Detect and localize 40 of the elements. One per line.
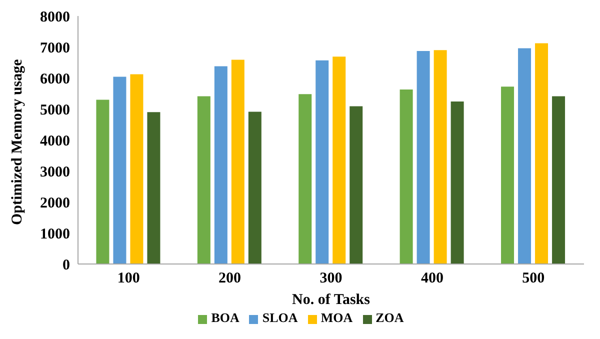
legend-label: MOA	[320, 310, 353, 325]
bar	[96, 100, 110, 264]
bar	[298, 94, 312, 264]
bar	[113, 76, 126, 264]
bar	[400, 89, 413, 264]
bar	[130, 74, 144, 264]
bar	[197, 96, 210, 264]
bar	[518, 48, 532, 264]
bar	[450, 102, 464, 264]
y-tick-label: 5000	[40, 102, 70, 118]
bar	[416, 51, 430, 264]
x-tick-label: 100	[117, 270, 140, 287]
legend-label: SLOA	[262, 310, 298, 325]
y-tick-label: 1000	[40, 226, 70, 242]
y-tick-label: 0	[62, 257, 70, 274]
bar	[332, 56, 346, 264]
bar	[316, 60, 329, 264]
bar	[147, 112, 160, 264]
bar	[552, 96, 566, 264]
x-tick-label: 300	[320, 270, 342, 287]
legend-label: ZOA	[376, 310, 404, 325]
y-tick-label: 7000	[40, 40, 70, 56]
x-axis-title: No. of Tasks	[292, 292, 370, 308]
bar	[501, 86, 514, 264]
x-tick-label: 400	[420, 270, 444, 287]
y-axis-title: Optimized Memory usage	[9, 58, 26, 225]
y-tick-label: 8000	[40, 9, 70, 26]
bar	[350, 106, 363, 264]
bar	[231, 60, 244, 264]
x-tick-label: 200	[218, 270, 242, 287]
bar	[248, 112, 262, 264]
y-tick-label: 4000	[40, 133, 70, 150]
x-tick-label: 500	[522, 270, 545, 287]
bar	[214, 66, 228, 264]
y-tick-label: 2000	[40, 195, 70, 212]
y-tick-label: 6000	[40, 71, 70, 88]
bar	[535, 43, 548, 264]
y-tick-label: 3000	[40, 164, 70, 180]
bar	[434, 50, 447, 264]
legend-label: BOA	[211, 310, 240, 325]
